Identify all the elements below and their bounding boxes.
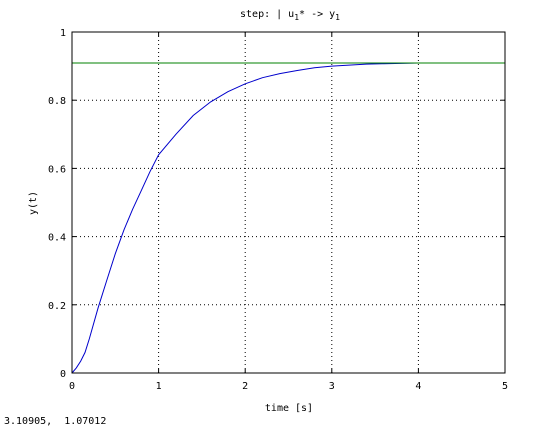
x-tick-label: 5 xyxy=(502,381,508,392)
x-tick-label: 1 xyxy=(156,381,162,392)
step-response-line xyxy=(71,62,505,374)
plot-title: step: | u1* -> y1 xyxy=(240,9,340,22)
y-tick-label: 0.8 xyxy=(48,96,66,107)
y-axis-label: y(t) xyxy=(28,191,39,215)
y-tick-label: 1 xyxy=(60,28,66,39)
title-main: step: | u xyxy=(240,9,294,20)
ticks: 0 1 2 3 4 5 0 0.2 0.4 0.6 0.8 1 xyxy=(48,28,508,392)
y-tick-label: 0 xyxy=(60,369,66,380)
title-sub-1: 1 xyxy=(294,13,299,22)
y-tick-label: 0.2 xyxy=(48,301,66,312)
axes-box xyxy=(71,31,506,374)
grid xyxy=(72,32,505,373)
x-axis-label: time [s] xyxy=(265,403,313,414)
title-sub-2: 1 xyxy=(335,13,340,22)
x-tick-label: 3 xyxy=(329,381,335,392)
x-tick-label: 4 xyxy=(415,381,421,392)
x-tick-label: 0 xyxy=(69,381,75,392)
y-tick-label: 0.4 xyxy=(48,233,66,244)
y-tick-label: 0.6 xyxy=(48,164,66,175)
coordinate-readout: 3.10905, 1.07012 xyxy=(4,416,107,427)
curves xyxy=(71,62,505,374)
x-tick-label: 2 xyxy=(242,381,248,392)
title-mid: * -> y xyxy=(299,9,335,20)
